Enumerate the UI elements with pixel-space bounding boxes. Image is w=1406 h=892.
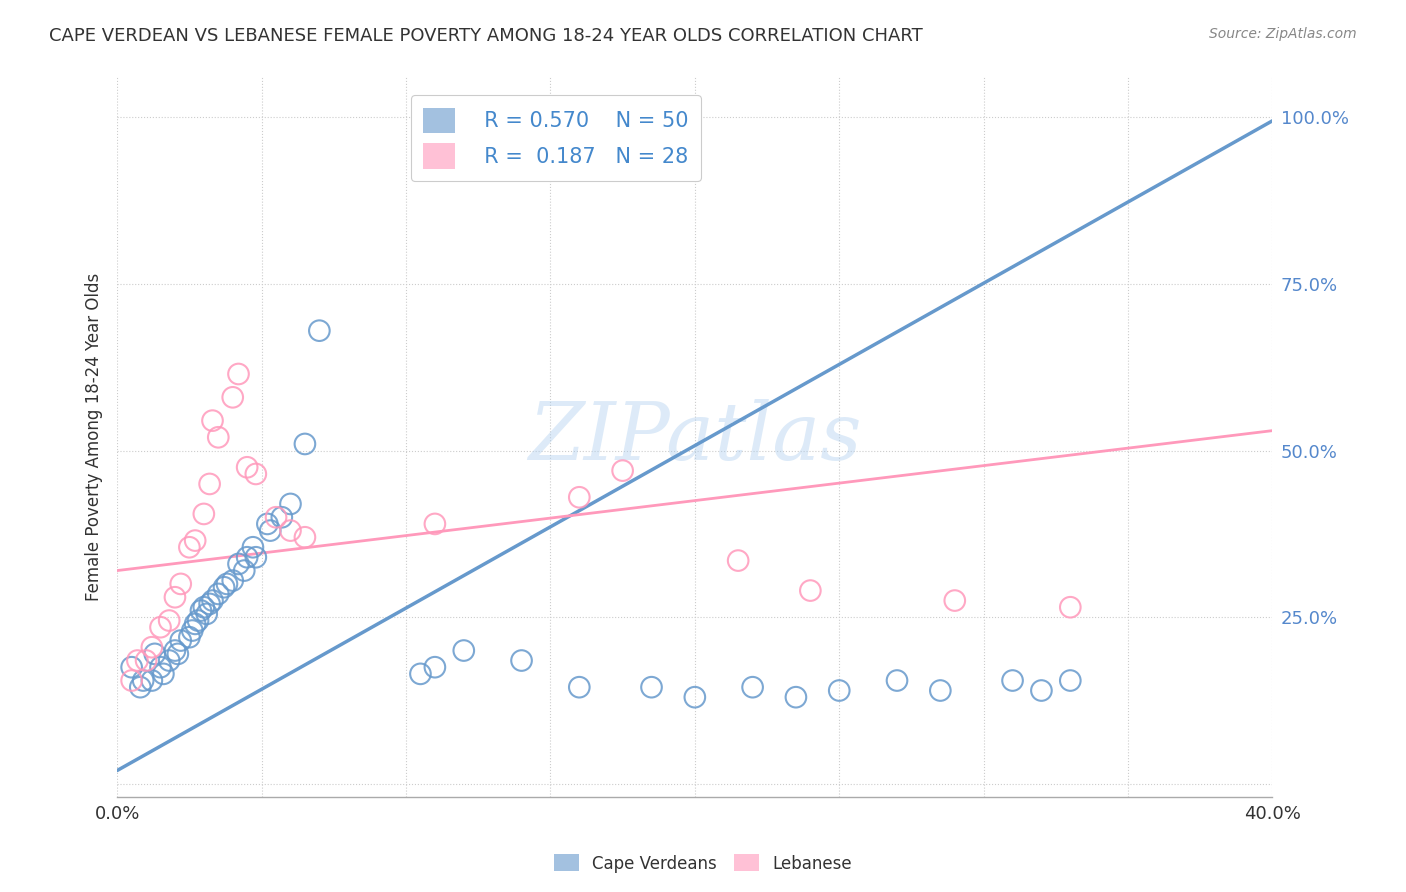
Text: Source: ZipAtlas.com: Source: ZipAtlas.com <box>1209 27 1357 41</box>
Point <box>233 564 256 578</box>
Point <box>184 533 207 548</box>
Point <box>129 680 152 694</box>
Point <box>741 680 763 694</box>
Point <box>236 550 259 565</box>
Point <box>181 624 204 638</box>
Point <box>166 647 188 661</box>
Point <box>121 673 143 688</box>
Point <box>727 553 749 567</box>
Point <box>280 524 302 538</box>
Point <box>179 630 201 644</box>
Point <box>640 680 662 694</box>
Point <box>280 497 302 511</box>
Point <box>193 507 215 521</box>
Point <box>929 683 952 698</box>
Legend: Cape Verdeans, Lebanese: Cape Verdeans, Lebanese <box>547 847 859 880</box>
Point <box>149 620 172 634</box>
Point <box>195 607 218 621</box>
Point <box>157 614 180 628</box>
Y-axis label: Female Poverty Among 18-24 Year Olds: Female Poverty Among 18-24 Year Olds <box>86 273 103 601</box>
Point <box>198 597 221 611</box>
Point <box>1059 673 1081 688</box>
Point <box>184 616 207 631</box>
Text: CAPE VERDEAN VS LEBANESE FEMALE POVERTY AMONG 18-24 YEAR OLDS CORRELATION CHART: CAPE VERDEAN VS LEBANESE FEMALE POVERTY … <box>49 27 922 45</box>
Point <box>264 510 287 524</box>
Point <box>198 477 221 491</box>
Point <box>152 666 174 681</box>
Point <box>259 524 281 538</box>
Point <box>423 516 446 531</box>
Point <box>170 633 193 648</box>
Point <box>228 557 250 571</box>
Point <box>222 390 245 404</box>
Point <box>308 324 330 338</box>
Point <box>135 654 157 668</box>
Point <box>943 593 966 607</box>
Point <box>423 660 446 674</box>
Point <box>143 647 166 661</box>
Point <box>215 577 238 591</box>
Point <box>799 583 821 598</box>
Point <box>683 690 706 705</box>
Legend:   R = 0.570    N = 50,   R =  0.187   N = 28: R = 0.570 N = 50, R = 0.187 N = 28 <box>411 95 702 181</box>
Point <box>127 654 149 668</box>
Point <box>228 367 250 381</box>
Point <box>1031 683 1053 698</box>
Point <box>294 437 316 451</box>
Point <box>121 660 143 674</box>
Point <box>163 643 186 657</box>
Point <box>207 587 229 601</box>
Point <box>453 643 475 657</box>
Point <box>828 683 851 698</box>
Point <box>179 541 201 555</box>
Text: ZIPatlas: ZIPatlas <box>529 399 862 476</box>
Point <box>270 510 292 524</box>
Point <box>141 640 163 655</box>
Point <box>1059 600 1081 615</box>
Point <box>785 690 807 705</box>
Point <box>568 490 591 504</box>
Point <box>568 680 591 694</box>
Point <box>236 460 259 475</box>
Point <box>170 577 193 591</box>
Point <box>201 593 224 607</box>
Point <box>207 430 229 444</box>
Point <box>1001 673 1024 688</box>
Point <box>510 654 533 668</box>
Point <box>409 666 432 681</box>
Point <box>212 580 235 594</box>
Point <box>222 574 245 588</box>
Point <box>187 614 209 628</box>
Point <box>256 516 278 531</box>
Point <box>163 591 186 605</box>
Point <box>157 654 180 668</box>
Point <box>886 673 908 688</box>
Point <box>242 541 264 555</box>
Point <box>132 673 155 688</box>
Point <box>612 464 634 478</box>
Point <box>149 660 172 674</box>
Point <box>201 414 224 428</box>
Point <box>193 600 215 615</box>
Point <box>294 530 316 544</box>
Point <box>141 673 163 688</box>
Point <box>190 603 212 617</box>
Point <box>245 467 267 481</box>
Point <box>245 550 267 565</box>
